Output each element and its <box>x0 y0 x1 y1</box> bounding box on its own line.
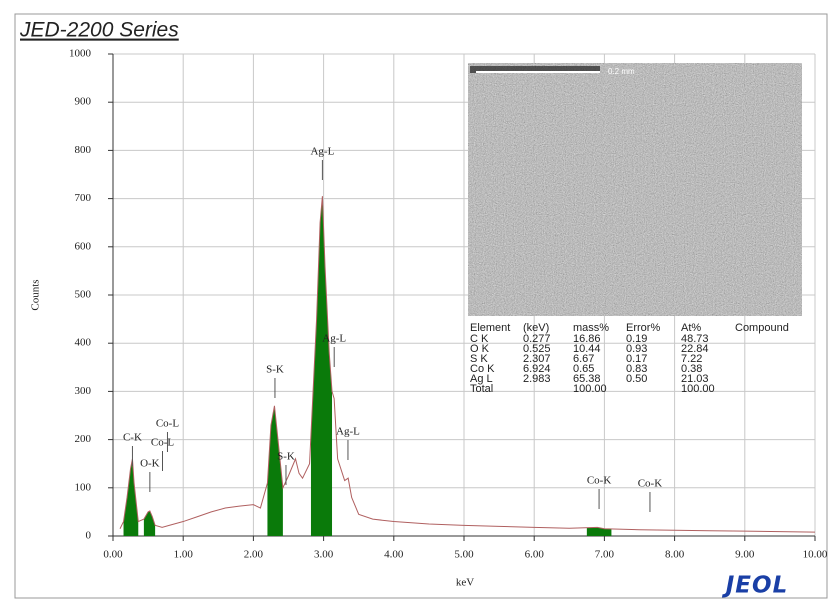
table-cell: C K <box>470 333 489 345</box>
table-cell: 0.93 <box>626 343 647 355</box>
x-tick-label: 0.00 <box>103 549 123 561</box>
sem-texture <box>468 63 802 316</box>
table-cell: 0.19 <box>626 333 647 345</box>
scale-label: 0.2 mm <box>608 67 635 76</box>
scale-bar-bg <box>470 66 600 73</box>
table-cell: 2.307 <box>523 353 551 365</box>
y-tick-label: 100 <box>75 481 92 493</box>
x-tick-label: 8.00 <box>665 549 685 561</box>
peak-label: Co-L <box>151 437 175 449</box>
table-cell: 0.65 <box>573 363 594 375</box>
y-tick-label: 1000 <box>69 48 92 60</box>
table-cell: 100.00 <box>681 383 715 395</box>
table-header: mass% <box>573 322 609 334</box>
table-cell: O K <box>470 343 490 355</box>
peak-label: Co-K <box>587 475 612 487</box>
table-cell: 7.22 <box>681 353 702 365</box>
table-cell: 16.86 <box>573 333 601 345</box>
peak-label: C-K <box>123 432 142 444</box>
peak-fill <box>310 196 333 536</box>
x-tick-label: 5.00 <box>454 549 474 561</box>
table-cell: 0.50 <box>626 373 647 385</box>
y-tick-label: 700 <box>75 192 92 204</box>
x-tick-label: 2.00 <box>244 549 264 561</box>
peak-label: S-K <box>266 364 284 376</box>
table-header: At% <box>681 322 701 334</box>
peak-label: O-K <box>140 458 160 470</box>
table-header: Element <box>470 322 510 334</box>
peak-label: S-K <box>277 451 295 463</box>
table-cell: 21.03 <box>681 373 709 385</box>
x-axis-label: keV <box>456 577 474 589</box>
peak-fill <box>123 458 139 536</box>
table-cell: 10.44 <box>573 343 601 355</box>
table-cell: Total <box>470 383 493 395</box>
y-tick-label: 900 <box>75 96 92 108</box>
y-tick-label: 500 <box>75 289 92 301</box>
table-cell: 0.83 <box>626 363 647 375</box>
peak-label: Co-L <box>156 418 180 430</box>
y-tick-label: 800 <box>75 144 92 156</box>
table-cell: 6.67 <box>573 353 594 365</box>
x-tick-label: 1.00 <box>174 549 194 561</box>
peak-label: Ag-L <box>336 426 360 438</box>
table-cell: Ag L <box>470 373 493 385</box>
table-cell: 0.17 <box>626 353 647 365</box>
table-cell: 0.38 <box>681 363 702 375</box>
table-header: (keV) <box>523 322 549 334</box>
x-tick-label: 6.00 <box>525 549 545 561</box>
peak-label: Ag-L <box>310 146 334 158</box>
table-cell: Co K <box>470 363 495 375</box>
x-tick-label: 7.00 <box>595 549 615 561</box>
page-title: JED-2200 Series <box>19 19 179 42</box>
y-tick-label: 0 <box>86 530 92 542</box>
plot-area: 0 100 200 300 400 500 600 700 800 900 1000 0.00 1.00… <box>69 48 828 561</box>
spectrum-line <box>119 196 816 533</box>
peak-label: Ag-L <box>322 333 346 345</box>
y-tick-label: 300 <box>75 385 92 397</box>
table-cell: 100.00 <box>573 383 607 395</box>
x-tick-label: 9.00 <box>735 549 755 561</box>
peak-label: Co-K <box>638 478 663 490</box>
results-table: Element (keV) mass% Error% At% Compound C K 0.2… <box>470 322 789 395</box>
y-tick-label: 600 <box>75 240 92 252</box>
y-axis-label: Counts <box>30 279 42 310</box>
table-cell: 22.84 <box>681 343 709 355</box>
peak-fill <box>267 405 283 536</box>
x-tick-label: 4.00 <box>384 549 404 561</box>
table-cell: 48.73 <box>681 333 709 345</box>
sem-image: 0.2 mm <box>468 63 802 316</box>
logo: JEOL <box>722 573 788 599</box>
table-cell: 6.924 <box>523 363 551 375</box>
x-tick-label: 10.00 <box>803 549 828 561</box>
table-cell: S K <box>470 353 488 365</box>
table-cell: 65.38 <box>573 373 601 385</box>
table-cell: 0.525 <box>523 343 551 355</box>
y-tick-label: 200 <box>75 433 92 445</box>
x-tick-label: 3.00 <box>314 549 334 561</box>
table-header: Error% <box>626 322 660 334</box>
table-cell: 0.277 <box>523 333 551 345</box>
table-header: Compound <box>735 322 789 334</box>
y-tick-label: 400 <box>75 337 92 349</box>
table-cell: 2.983 <box>523 373 551 385</box>
peak-fill <box>586 527 612 536</box>
